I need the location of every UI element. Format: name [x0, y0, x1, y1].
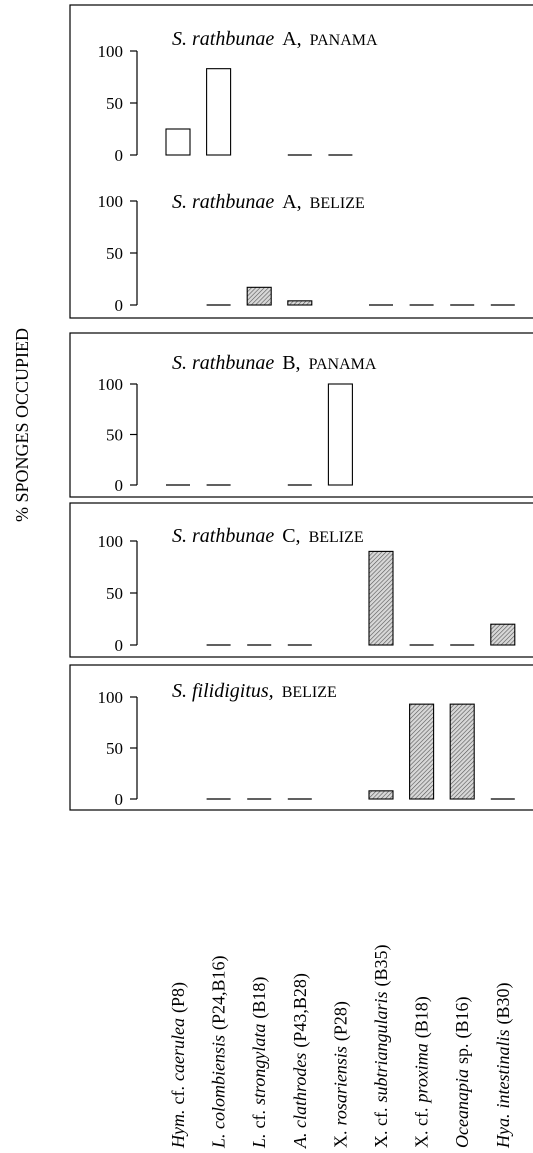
label-part: (P43,B28) — [290, 973, 311, 1048]
x-tick-label: Oceanapia sp. (B16) — [452, 997, 473, 1149]
x-tick-label: L. cf. strongylata (B18) — [249, 977, 270, 1149]
label-part: (B18) — [249, 977, 270, 1019]
panel-title: S. rathbunae C, BELIZE — [172, 525, 364, 547]
location: BELIZE — [309, 529, 364, 546]
y-tick-label: 0 — [115, 636, 124, 655]
species: S. rathbunae — [172, 352, 274, 374]
bar — [165, 128, 191, 156]
label-part: caerulea — [168, 1018, 188, 1081]
label-part: (P24,B16) — [209, 955, 230, 1030]
y-tick-label: 0 — [115, 476, 124, 495]
label-part: Hya. — [493, 1114, 513, 1150]
label-part: X. cf. — [371, 1108, 391, 1148]
location: BELIZE — [310, 195, 365, 212]
label-part: (B35) — [371, 944, 392, 986]
label-part: cf. — [249, 1110, 269, 1128]
y-tick-label: 0 — [115, 146, 124, 165]
label-part: (B16) — [452, 997, 473, 1039]
label-part: (B18) — [412, 996, 433, 1038]
frame — [69, 4, 533, 319]
species: S. rathbunae — [172, 191, 274, 213]
location: PANAMA — [309, 356, 377, 373]
label-part: X. — [330, 1131, 350, 1149]
label-part: Oceanapia — [452, 1069, 472, 1148]
label-part: (B30) — [493, 982, 514, 1024]
panel-frames — [69, 4, 533, 811]
label-part: rosariensis — [330, 1046, 350, 1125]
x-tick-label: X. cf. proxima (B18) — [412, 996, 433, 1148]
y-tick-label: 100 — [98, 688, 124, 707]
y-tick-label: 100 — [98, 375, 124, 394]
morph: C, — [282, 525, 300, 547]
frame — [69, 502, 533, 658]
y-tick-label: 0 — [115, 790, 124, 809]
y-tick-label: 100 — [98, 192, 124, 211]
morph: B, — [282, 352, 300, 374]
bar — [409, 703, 435, 800]
y-tick-label: 50 — [106, 94, 123, 113]
panel-title: S. filidigitus, BELIZE — [172, 680, 337, 702]
species: S. filidigitus, — [172, 680, 274, 702]
species: S. rathbunae — [172, 28, 274, 50]
bar — [206, 68, 232, 156]
label-part: A. clathrodes — [290, 1053, 310, 1149]
label-part: subtriangularis — [371, 991, 391, 1102]
x-tick-label: Hym. cf. caerulea (P8) — [168, 982, 189, 1149]
x-tick-label: X. cf. subtriangularis (B35) — [371, 944, 392, 1148]
label-part: X. cf. — [412, 1108, 432, 1148]
label-part: strongylata — [249, 1024, 269, 1105]
bar — [368, 790, 394, 800]
y-tick-label: 100 — [98, 532, 124, 551]
x-tick-label: Hya. intestinalis (B30) — [493, 982, 514, 1149]
morph: A, — [282, 28, 301, 50]
location: PANAMA — [310, 32, 378, 49]
x-tick-label: L. colombiensis (P24,B16) — [209, 955, 230, 1149]
label-part: proxima — [412, 1043, 432, 1104]
label-part: cf. — [168, 1086, 188, 1104]
y-tick-label: 50 — [106, 244, 123, 263]
label-part: L. colombiensis — [209, 1035, 229, 1149]
panel-title: S. rathbunae A, PANAMA — [172, 28, 378, 50]
label-part: (P8) — [168, 982, 189, 1013]
bar — [287, 300, 313, 306]
location: BELIZE — [282, 684, 337, 701]
label-part: L. — [249, 1133, 269, 1149]
label-part: Hym. — [168, 1110, 188, 1150]
label-part: (P28) — [330, 1001, 351, 1041]
species: S. rathbunae — [172, 525, 274, 547]
bar — [368, 550, 394, 646]
x-tick-label: X. rosariensis (P28) — [330, 1001, 351, 1148]
label-part: intestinalis — [493, 1029, 513, 1108]
label-part: sp. — [452, 1044, 472, 1065]
y-axis-label: % SPONGES OCCUPIED — [12, 328, 32, 522]
morph: A, — [282, 191, 301, 213]
frame — [69, 332, 533, 498]
y-tick-label: 50 — [106, 426, 123, 445]
panel-title: S. rathbunae B, PANAMA — [172, 352, 377, 374]
x-tick-label: A. clathrodes (P43,B28) — [290, 973, 311, 1149]
bar — [246, 286, 272, 306]
y-tick-label: 50 — [106, 584, 123, 603]
bar — [449, 703, 475, 800]
y-tick-label: 50 — [106, 739, 123, 758]
frame — [69, 664, 533, 811]
y-tick-label: 0 — [115, 296, 124, 315]
bar — [490, 623, 516, 646]
panel-title: S. rathbunae A, BELIZE — [172, 191, 365, 213]
y-tick-label: 100 — [98, 42, 124, 61]
bar — [327, 383, 353, 486]
